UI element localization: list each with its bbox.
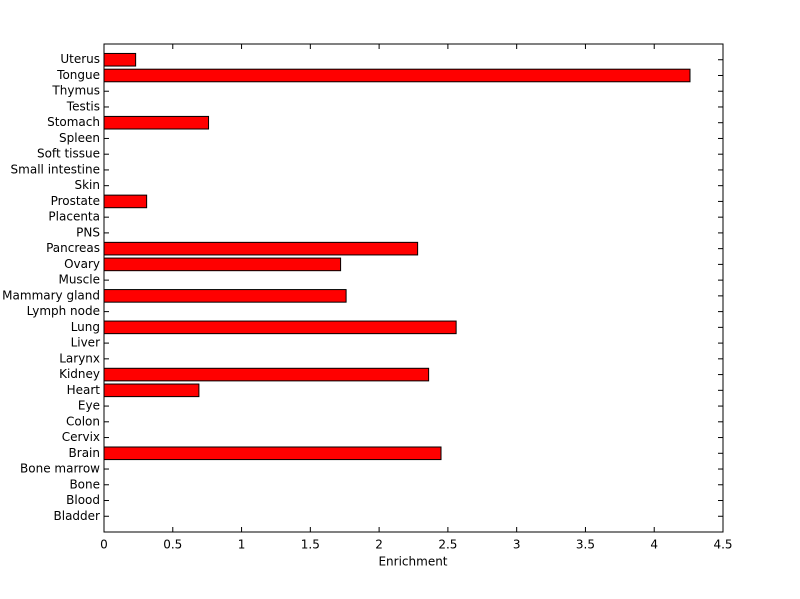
y-tick-label: Uterus bbox=[60, 52, 100, 66]
x-tick-label: 4.5 bbox=[713, 538, 732, 552]
y-tick-label: Bladder bbox=[54, 509, 101, 523]
y-tick-label: Muscle bbox=[58, 273, 100, 287]
bar bbox=[103, 367, 430, 382]
y-tick-label: PNS bbox=[76, 225, 100, 239]
y-tick-label: Colon bbox=[66, 414, 100, 428]
y-tick-label: Larynx bbox=[59, 351, 100, 365]
y-tick-label: Tongue bbox=[56, 68, 100, 82]
y-tick-label: Cervix bbox=[62, 430, 100, 444]
x-tick-label: 3.5 bbox=[576, 538, 595, 552]
bar bbox=[103, 115, 210, 130]
bar bbox=[103, 257, 342, 272]
y-tick-label: Placenta bbox=[48, 210, 100, 224]
y-tick-label: Brain bbox=[69, 446, 100, 460]
bar bbox=[103, 68, 691, 83]
bar bbox=[103, 320, 457, 335]
y-tick-label: Stomach bbox=[47, 115, 100, 129]
y-tick-label: Lung bbox=[71, 320, 100, 334]
y-tick-label: Bone marrow bbox=[20, 462, 100, 476]
bar bbox=[103, 241, 419, 256]
y-tick-label: Ovary bbox=[64, 257, 100, 271]
y-tick-label: Skin bbox=[74, 178, 100, 192]
x-tick-label: 4 bbox=[650, 538, 658, 552]
y-tick-label: Thymus bbox=[51, 84, 100, 98]
bar bbox=[103, 194, 148, 209]
y-tick-label: Soft tissue bbox=[37, 147, 100, 161]
x-tick-label: 1.5 bbox=[301, 538, 320, 552]
x-tick-label: 2 bbox=[375, 538, 383, 552]
y-tick-label: Kidney bbox=[59, 367, 100, 381]
y-tick-label: Bone bbox=[69, 477, 100, 491]
bar bbox=[103, 52, 137, 67]
y-tick-label: Pancreas bbox=[46, 241, 100, 255]
y-tick-label: Heart bbox=[67, 383, 101, 397]
bar bbox=[103, 383, 200, 398]
y-tick-label: Testis bbox=[66, 99, 100, 113]
x-tick-label: 0.5 bbox=[163, 538, 182, 552]
x-axis-label: Enrichment bbox=[378, 555, 447, 569]
x-tick-label: 3 bbox=[513, 538, 521, 552]
y-tick-label: Blood bbox=[66, 493, 100, 507]
x-tick-label: 0 bbox=[100, 538, 108, 552]
y-tick-label: Lymph node bbox=[27, 304, 100, 318]
x-tick-label: 1 bbox=[238, 538, 246, 552]
bar bbox=[103, 289, 347, 303]
y-tick-label: Spleen bbox=[59, 131, 100, 145]
y-tick-label: Eye bbox=[78, 399, 100, 413]
x-tick-label: 2.5 bbox=[438, 538, 457, 552]
y-tick-label: Small intestine bbox=[11, 162, 100, 176]
bar bbox=[103, 446, 442, 461]
y-tick-label: Liver bbox=[71, 336, 101, 350]
y-tick-label: Prostate bbox=[51, 194, 100, 208]
y-tick-label: Mammary gland bbox=[2, 288, 100, 302]
